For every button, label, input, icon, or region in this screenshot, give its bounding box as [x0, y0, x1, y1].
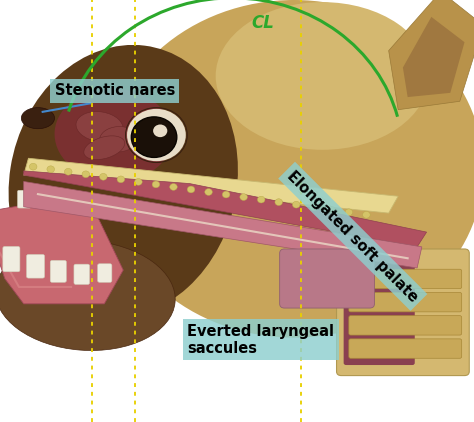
- FancyBboxPatch shape: [27, 254, 45, 278]
- FancyBboxPatch shape: [349, 269, 462, 289]
- Circle shape: [275, 199, 283, 206]
- FancyBboxPatch shape: [337, 249, 469, 376]
- Circle shape: [240, 194, 247, 200]
- Ellipse shape: [0, 240, 175, 351]
- FancyBboxPatch shape: [349, 292, 462, 312]
- Ellipse shape: [76, 111, 123, 142]
- FancyBboxPatch shape: [280, 249, 374, 308]
- FancyBboxPatch shape: [344, 260, 415, 365]
- Ellipse shape: [216, 2, 429, 150]
- Circle shape: [153, 124, 167, 137]
- Circle shape: [170, 184, 177, 190]
- Polygon shape: [24, 158, 398, 213]
- Ellipse shape: [55, 89, 173, 181]
- FancyBboxPatch shape: [3, 246, 20, 272]
- Text: Everted laryngeal
saccules: Everted laryngeal saccules: [187, 324, 334, 356]
- Circle shape: [117, 176, 125, 183]
- Polygon shape: [403, 17, 465, 97]
- Ellipse shape: [21, 108, 55, 129]
- FancyBboxPatch shape: [50, 260, 66, 282]
- Circle shape: [82, 171, 90, 178]
- FancyBboxPatch shape: [74, 264, 90, 284]
- Ellipse shape: [100, 127, 137, 152]
- Circle shape: [187, 186, 195, 193]
- Circle shape: [363, 211, 370, 218]
- Circle shape: [310, 204, 318, 211]
- Circle shape: [205, 189, 212, 195]
- Circle shape: [292, 201, 300, 208]
- Text: Stenotic nares: Stenotic nares: [55, 83, 175, 98]
- Circle shape: [328, 206, 335, 213]
- Circle shape: [131, 117, 177, 157]
- Circle shape: [135, 179, 142, 185]
- Polygon shape: [0, 203, 123, 304]
- FancyBboxPatch shape: [18, 190, 31, 208]
- Ellipse shape: [84, 136, 125, 160]
- Circle shape: [152, 181, 160, 188]
- Polygon shape: [24, 171, 427, 247]
- Circle shape: [222, 191, 230, 198]
- Circle shape: [100, 173, 107, 180]
- FancyBboxPatch shape: [98, 264, 112, 282]
- Circle shape: [47, 166, 55, 173]
- Circle shape: [257, 196, 265, 203]
- Circle shape: [345, 209, 353, 216]
- Circle shape: [127, 109, 186, 161]
- Ellipse shape: [9, 45, 238, 318]
- Polygon shape: [24, 181, 422, 268]
- FancyBboxPatch shape: [349, 316, 462, 335]
- Polygon shape: [389, 0, 474, 110]
- Text: CL: CL: [252, 14, 274, 32]
- Ellipse shape: [104, 0, 474, 338]
- Circle shape: [64, 168, 72, 175]
- FancyBboxPatch shape: [349, 339, 462, 358]
- FancyBboxPatch shape: [41, 190, 54, 206]
- Circle shape: [29, 163, 37, 170]
- Text: Elongated soft palate: Elongated soft palate: [284, 168, 421, 305]
